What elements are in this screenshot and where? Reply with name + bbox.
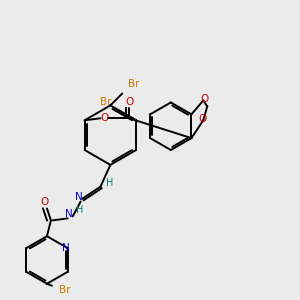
Text: N: N: [75, 192, 83, 202]
Text: O: O: [198, 114, 206, 124]
Text: Br: Br: [128, 79, 140, 88]
Text: H: H: [76, 206, 83, 215]
Text: N: N: [62, 243, 69, 253]
Text: Br: Br: [59, 285, 70, 295]
Text: N: N: [65, 209, 73, 219]
Text: O: O: [41, 196, 49, 206]
Text: H: H: [106, 178, 113, 188]
Text: Br: Br: [100, 98, 111, 107]
Text: O: O: [200, 94, 208, 104]
Text: O: O: [100, 113, 109, 123]
Text: O: O: [125, 98, 133, 107]
